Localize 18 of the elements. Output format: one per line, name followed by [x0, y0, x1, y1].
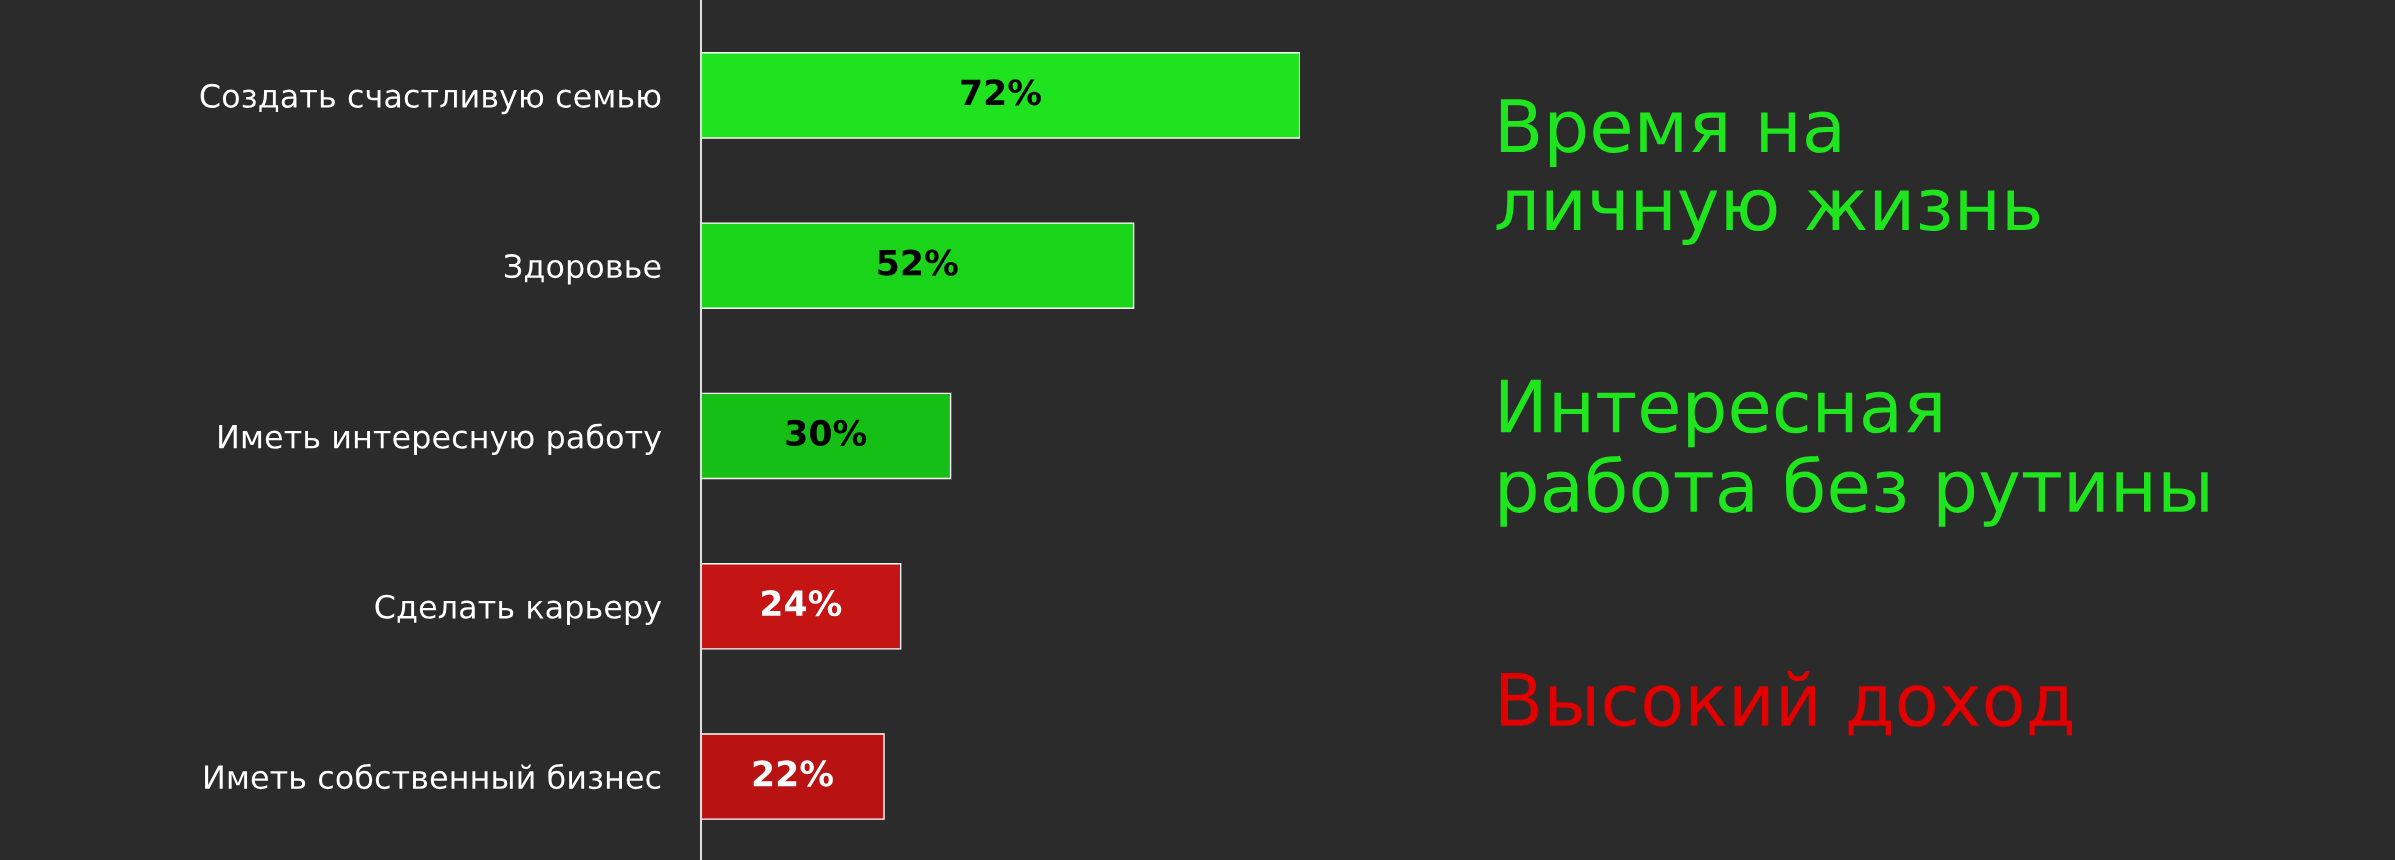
- y-tick-label: Иметь интересную работу: [219, 423, 662, 456]
- y-tick-label: Создать счастливую семью: [200, 83, 661, 115]
- bar: [701, 222, 1135, 309]
- y-tick-label: Сделать карьеру: [375, 594, 662, 626]
- text: Высокий доход: [1500, 671, 2072, 736]
- bar: [701, 562, 902, 650]
- data-label: 72%: [961, 79, 1041, 106]
- data-label: 22%: [753, 760, 833, 787]
- data-label: 24%: [762, 590, 842, 617]
- data-label: 52%: [878, 249, 958, 276]
- data-label: 30%: [786, 419, 867, 447]
- text: Интересная работа без рутины: [1500, 379, 2208, 527]
- bar: [701, 52, 1300, 139]
- y-tick-label: Здоровье: [504, 254, 661, 285]
- bar: [701, 392, 952, 480]
- text: Время на личную жизнь: [1496, 99, 2040, 246]
- y-tick-label: Иметь собственный бизнес: [205, 763, 661, 790]
- bar: [701, 733, 885, 820]
